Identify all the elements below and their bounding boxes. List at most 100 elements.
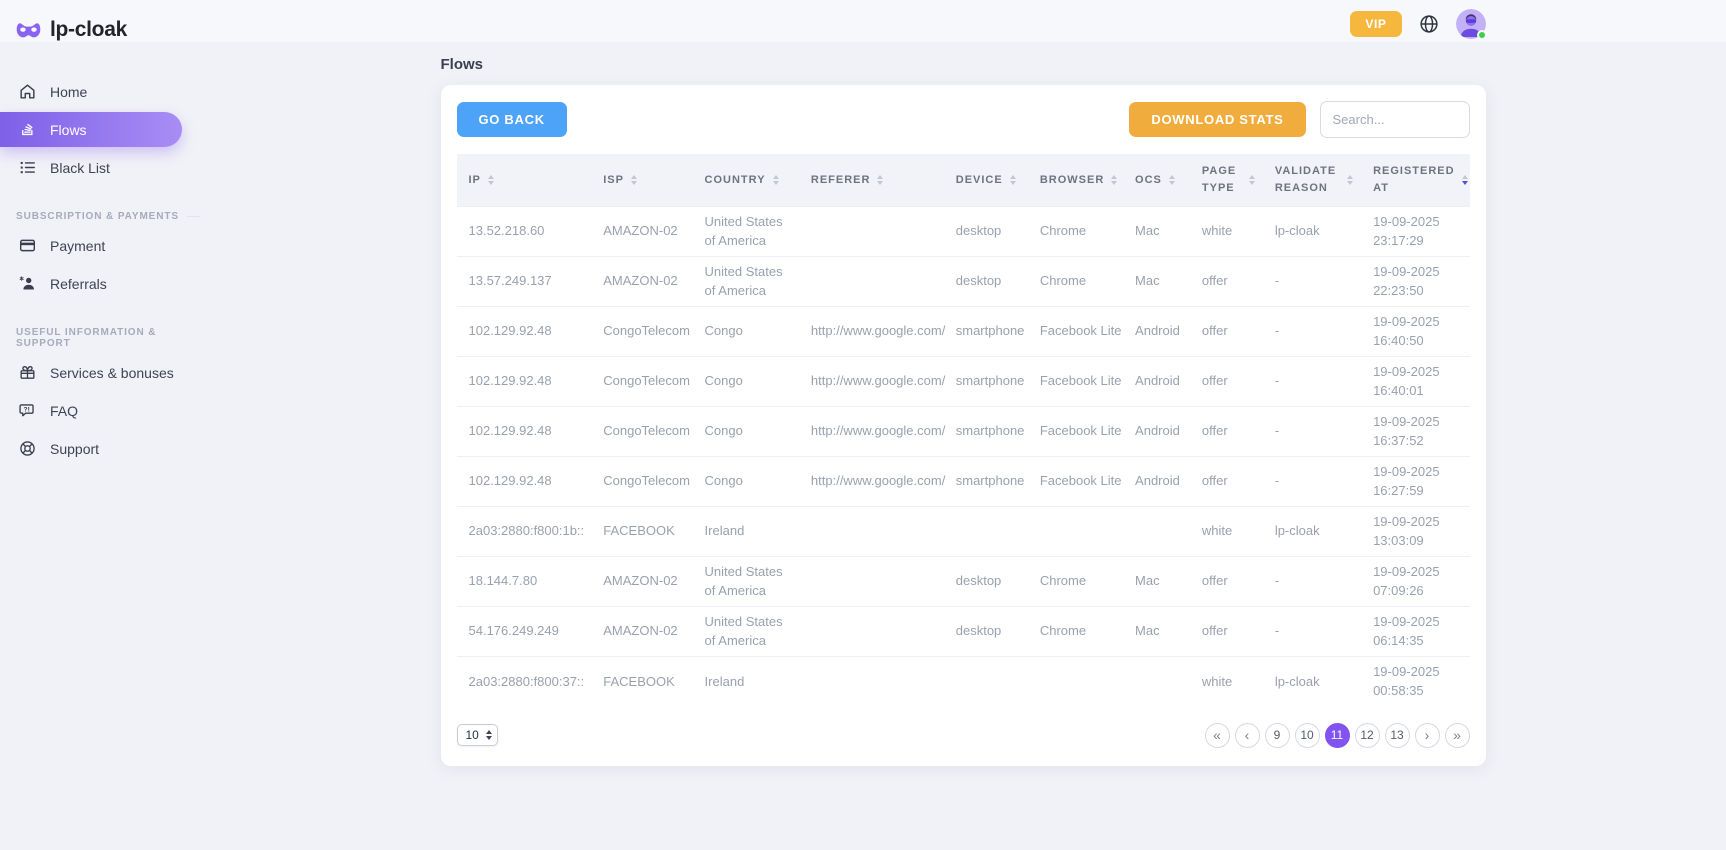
gift-icon <box>18 363 37 382</box>
cell-referer <box>800 556 946 607</box>
sort-arrows-icon <box>1168 175 1175 186</box>
first-page-button[interactable]: « <box>1204 722 1230 748</box>
cell-isp: AMAZON-02 <box>593 606 695 657</box>
cell-isp: FACEBOOK <box>593 656 695 707</box>
globe-icon[interactable] <box>1418 13 1440 35</box>
table-header: IP ISP COUNTRY REFERER DEVICE BROWSER OCS PAGE … <box>456 154 1470 207</box>
cell-country: Congo <box>694 356 801 407</box>
sidebar-item-flows[interactable]: Flows <box>0 112 182 147</box>
cell-ip: 18.144.7.80 <box>456 556 594 607</box>
cell-ip: 54.176.249.249 <box>456 606 594 657</box>
next-page-button[interactable]: › <box>1414 722 1440 748</box>
sort-arrows-icon <box>1111 175 1118 186</box>
cell-ip: 102.129.92.48 <box>456 356 594 407</box>
column-header-referer[interactable]: REFERER <box>800 154 946 207</box>
sort-arrows-icon <box>877 175 884 186</box>
column-header-registered[interactable]: REGISTERED AT <box>1363 154 1470 207</box>
cell-isp: AMAZON-02 <box>593 556 695 607</box>
cell-isp: CongoTelecom <box>593 406 695 457</box>
column-header-ocs[interactable]: OCS <box>1125 154 1192 207</box>
page-button[interactable]: 9 <box>1264 722 1290 748</box>
sidebar-item-payment[interactable]: Payment <box>0 228 200 263</box>
cell-device: smartphone <box>945 456 1030 507</box>
pager: « ‹ 9 10 11 12 13 › » <box>1204 722 1470 748</box>
prev-page-button[interactable]: ‹ <box>1234 722 1260 748</box>
online-status-dot <box>1476 30 1487 40</box>
page-number-buttons: 9 10 11 12 13 <box>1264 722 1410 748</box>
sidebar: lp-cloak Home <box>0 0 200 850</box>
avatar[interactable] <box>1455 9 1487 40</box>
payment-card-icon <box>18 236 37 255</box>
cell-ocs: Mac <box>1125 206 1192 257</box>
cell-validate_reason: - <box>1264 606 1364 657</box>
column-header-isp[interactable]: ISP <box>593 154 695 207</box>
sidebar-item-services-bonuses[interactable]: Services & bonuses <box>0 355 200 390</box>
sidebar-item-label: Flows <box>50 121 87 138</box>
cell-country: United States of America <box>694 206 801 257</box>
column-label: REFERER <box>810 173 871 186</box>
sidebar-item-support[interactable]: Support <box>0 431 200 466</box>
sort-arrows-icon <box>1009 175 1016 186</box>
card-toolbar: GO BACK DOWNLOAD STATS <box>456 101 1470 138</box>
download-stats-button[interactable]: DOWNLOAD STATS <box>1129 102 1306 137</box>
column-label: OCS <box>1135 173 1162 186</box>
cell-device: desktop <box>945 256 1030 307</box>
page-button[interactable]: 12 <box>1354 722 1380 748</box>
cell-registered: 19-09-2025 16:40:01 <box>1363 356 1470 407</box>
cell-country: Congo <box>694 406 801 457</box>
search-input[interactable] <box>1319 101 1470 138</box>
sidebar-section-support: Useful information & support <box>0 327 200 349</box>
cell-validate_reason: lp-cloak <box>1264 656 1364 707</box>
svg-text:?!: ?! <box>24 406 30 413</box>
cell-page_type: offer <box>1191 406 1265 457</box>
cell-validate_reason: - <box>1264 406 1364 457</box>
column-header-validate_reason[interactable]: VALIDATE REASON <box>1264 154 1364 207</box>
sidebar-item-label: Services & bonuses <box>50 364 174 381</box>
cell-validate_reason: lp-cloak <box>1264 506 1364 557</box>
cell-isp: CongoTelecom <box>593 306 695 357</box>
flows-icon <box>18 120 37 139</box>
select-stepper-icon <box>485 730 492 741</box>
sort-arrows-icon <box>1461 175 1468 186</box>
pagination-bar: 10 « ‹ 9 10 11 12 13 › » <box>456 722 1470 748</box>
cell-referer <box>800 206 946 257</box>
sidebar-item-faq[interactable]: ?! FAQ <box>0 393 200 428</box>
table-header-row: IP ISP COUNTRY REFERER DEVICE BROWSER OCS PAGE … <box>456 154 1470 207</box>
sort-arrows-icon <box>1248 175 1255 186</box>
cell-ip: 2a03:2880:f800:1b:: <box>456 506 594 557</box>
last-page-button[interactable]: » <box>1444 722 1470 748</box>
go-back-button[interactable]: GO BACK <box>456 102 567 137</box>
column-label: VALIDATE REASON <box>1274 165 1337 195</box>
sidebar-item-home[interactable]: Home <box>0 74 200 109</box>
cell-page_type: offer <box>1191 306 1265 357</box>
page-button[interactable]: 10 <box>1294 722 1320 748</box>
support-lifebuoy-icon <box>18 439 37 458</box>
page-size-select[interactable]: 10 <box>456 724 498 747</box>
cell-validate_reason: - <box>1264 256 1364 307</box>
column-header-ip[interactable]: IP <box>456 154 594 207</box>
column-label: BROWSER <box>1039 173 1105 186</box>
brand-logo[interactable]: lp-cloak <box>0 12 200 46</box>
column-header-device[interactable]: DEVICE <box>945 154 1030 207</box>
cell-isp: CongoTelecom <box>593 356 695 407</box>
column-header-country[interactable]: COUNTRY <box>694 154 801 207</box>
sidebar-item-label: Referrals <box>50 275 107 292</box>
vip-button[interactable]: VIP <box>1350 11 1402 37</box>
mask-logo-icon <box>15 17 42 44</box>
cell-device <box>945 506 1030 557</box>
sidebar-nav: Home Flows <box>0 74 200 185</box>
sidebar-item-referrals[interactable]: Referrals <box>0 266 200 301</box>
table-row: 54.176.249.249 AMAZON-02 United States of … <box>456 606 1470 657</box>
column-label: ISP <box>603 173 624 186</box>
page-button-active[interactable]: 11 <box>1324 722 1350 748</box>
column-header-browser[interactable]: BROWSER <box>1029 154 1126 207</box>
cell-page_type: offer <box>1191 356 1265 407</box>
cell-referer <box>800 256 946 307</box>
column-header-page_type[interactable]: PAGE TYPE <box>1191 154 1265 207</box>
page-button[interactable]: 13 <box>1384 722 1410 748</box>
cell-browser: Facebook Lite <box>1029 306 1126 357</box>
sidebar-item-black-list[interactable]: Black List <box>0 150 200 185</box>
cell-device: desktop <box>945 606 1030 657</box>
cell-page_type: offer <box>1191 556 1265 607</box>
cell-registered: 19-09-2025 06:14:35 <box>1363 606 1470 657</box>
